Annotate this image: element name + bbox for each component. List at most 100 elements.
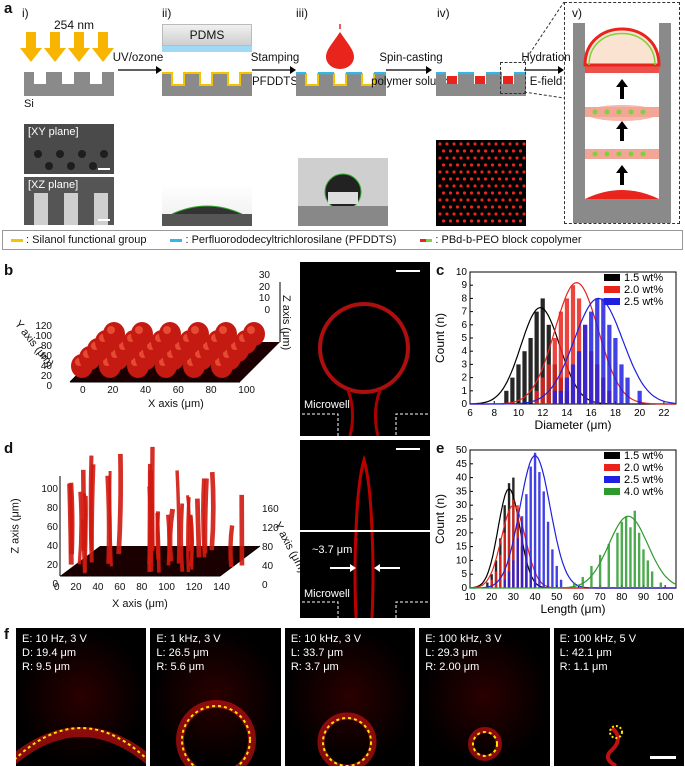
histogram-bar xyxy=(613,338,618,404)
polymer-dot xyxy=(494,184,498,188)
polymer-dot xyxy=(508,142,512,146)
polymer-dot xyxy=(473,198,477,202)
polymer-dot xyxy=(515,156,519,160)
histogram-bar xyxy=(572,582,576,588)
confocal-image-5: E: 100 kHz, 5 V L: 42.1 μm R: 1.1 μm xyxy=(553,628,685,766)
histogram-bar xyxy=(637,390,642,404)
tube-mark xyxy=(186,495,192,552)
polymer-dot xyxy=(515,198,519,202)
polymer-dot xyxy=(462,219,467,223)
polymer-dot xyxy=(455,219,460,223)
tube-3d-plot xyxy=(59,446,261,577)
polymer-dot xyxy=(518,205,523,209)
y-axis-label: Count (n) xyxy=(434,313,447,363)
polymer-dot xyxy=(469,191,474,195)
polymer-dot xyxy=(459,170,463,174)
panel-label-f: f xyxy=(4,626,9,643)
histogram-bar xyxy=(534,311,539,404)
y-tick-label: 10 xyxy=(456,267,468,278)
confocal-image-3: E: 10 kHz, 3 V L: 33.7 μm R: 3.7 μm xyxy=(284,628,416,766)
polymer-dot xyxy=(466,212,470,216)
step-label-iii: iii) xyxy=(296,6,308,20)
polymer-dot xyxy=(445,170,449,174)
polymer-dot xyxy=(476,205,481,209)
legend-swatch xyxy=(604,298,620,305)
polymer-dot xyxy=(501,156,505,160)
polymer-dot xyxy=(483,163,488,167)
d-x-axis-label: X axis (μm) xyxy=(112,598,168,610)
x-axis-label: Diameter (μm) xyxy=(535,418,612,432)
tube-mark xyxy=(155,512,161,573)
histogram-bar xyxy=(607,543,610,588)
polymer-array-image xyxy=(436,140,530,226)
x-tick-label: 10 xyxy=(464,592,476,603)
polymer-dot xyxy=(508,156,512,160)
polymer-dot xyxy=(441,219,446,223)
polymer-dot xyxy=(508,198,512,202)
y-tick-label: 1 xyxy=(461,386,467,397)
histogram-bar xyxy=(589,311,594,404)
polymer-dot xyxy=(497,149,502,153)
histogram-bar xyxy=(512,499,515,588)
histogram-bar xyxy=(499,554,502,588)
vesicle-mark xyxy=(131,322,153,346)
y-tick-label: 15 xyxy=(456,542,468,553)
y-tick-label: 0 xyxy=(461,583,467,594)
tube-mark xyxy=(175,470,181,564)
polymer-dot xyxy=(438,142,442,146)
histogram-bar xyxy=(558,311,564,404)
step-label-ii: ii) xyxy=(162,6,172,20)
y-tick-label: 2 xyxy=(461,373,467,384)
polymer-dot xyxy=(494,212,498,216)
vesicle-mark xyxy=(243,322,265,346)
f4-text: E: 100 kHz, 3 V L: 29.3 μm R: 2.00 μm xyxy=(425,633,502,673)
histogram-bar xyxy=(522,351,527,404)
polymer-dot xyxy=(452,212,456,216)
polymer-dot xyxy=(441,177,446,181)
polymer-dot xyxy=(508,170,512,174)
legend-swatch xyxy=(604,488,620,495)
polymer-dot xyxy=(462,191,467,195)
polymer-dot xyxy=(452,198,456,202)
polymer-dot xyxy=(480,198,484,202)
tube-mark xyxy=(166,514,172,566)
histogram-bar xyxy=(551,549,554,588)
histogram-bar xyxy=(546,324,551,404)
polymer-dot xyxy=(497,163,502,167)
polymer-dot xyxy=(515,170,519,174)
polymer-dot xyxy=(473,142,477,146)
zoom-dashed-lines xyxy=(524,1,564,99)
histogram-bar xyxy=(546,521,550,588)
histogram-bar xyxy=(546,364,551,404)
polymer-dot xyxy=(494,198,498,202)
y-tick-label: 25 xyxy=(456,514,468,525)
histogram-bar xyxy=(525,494,528,588)
y-tick-label: 45 xyxy=(456,459,468,470)
polymer-dot xyxy=(469,219,474,223)
histogram-bar xyxy=(555,565,558,588)
histogram-bar xyxy=(507,571,511,588)
histogram-bar xyxy=(625,377,630,404)
polymer-dot xyxy=(501,170,505,174)
polymer-dot xyxy=(483,191,488,195)
histogram-bar xyxy=(503,532,506,588)
histogram-bar xyxy=(540,298,545,404)
polymer-dot xyxy=(448,149,453,153)
tube-mark xyxy=(116,453,124,555)
x-tick-label: 8 xyxy=(491,408,497,419)
xy-plane-label: [XY plane] xyxy=(28,126,79,138)
polymer-dot xyxy=(455,205,460,209)
x-tick-label: 60 xyxy=(573,592,585,603)
polymer-dot xyxy=(462,177,467,181)
polymer-dot xyxy=(501,212,505,216)
histogram-bar xyxy=(558,390,564,404)
y-tick-label: 9 xyxy=(461,280,467,291)
histogram-bar xyxy=(559,579,563,588)
tube-top-image xyxy=(300,440,430,531)
histogram-bar xyxy=(510,377,515,404)
b-z-axis-label: Z axis (μm) xyxy=(280,295,292,351)
polymer-dot xyxy=(438,198,442,202)
polymer-dot xyxy=(473,212,477,216)
polymer-dot xyxy=(462,163,467,167)
